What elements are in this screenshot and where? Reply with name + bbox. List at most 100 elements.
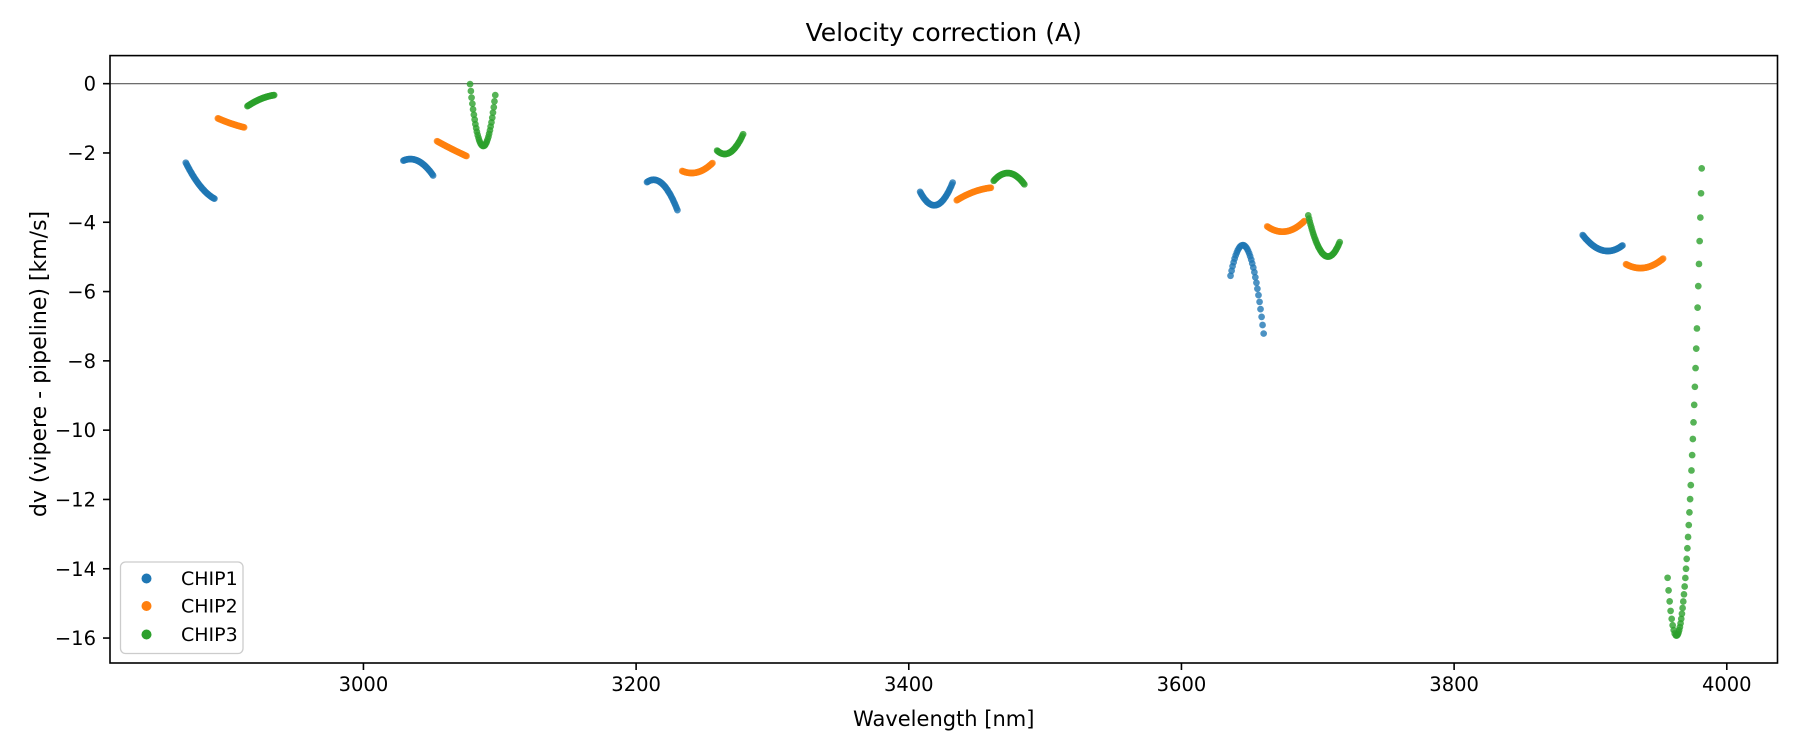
scatter-point-chip3 — [1664, 574, 1671, 582]
scatter-point-chip3 — [1697, 189, 1705, 197]
y-tick-label: −14 — [55, 558, 96, 581]
scatter-point-chip3 — [1689, 435, 1697, 443]
legend-label-chip3: CHIP3 — [181, 624, 238, 646]
scatter-point-chip3 — [1665, 587, 1672, 594]
scatter-point-chip3 — [491, 97, 498, 105]
legend-label-chip2: CHIP2 — [181, 596, 238, 618]
scatter-point-chip3 — [469, 106, 477, 113]
scatter-point-chip3 — [1679, 598, 1687, 605]
scatter-point-chip3 — [466, 80, 474, 88]
series-chip1 — [182, 155, 1626, 337]
y-tick-label: −2 — [67, 142, 96, 165]
scatter-point-chip2 — [1659, 255, 1667, 262]
scatter-point-chip3 — [1666, 598, 1674, 605]
scatter-point-chip3 — [1690, 401, 1698, 409]
scatter-point-chip1 — [211, 195, 218, 203]
y-tick-label: −6 — [67, 281, 96, 304]
scatter-point-chip1 — [1251, 273, 1259, 281]
scatter-point-chip3 — [1685, 521, 1693, 529]
chart-title: Velocity correction (A) — [806, 18, 1082, 47]
scatter-point-chip1 — [949, 179, 957, 186]
scatter-point-chip3 — [1668, 615, 1676, 623]
scatter-point-chip1 — [1251, 268, 1258, 276]
scatter-point-chip2 — [240, 124, 248, 131]
scatter-point-chip1 — [1255, 291, 1262, 299]
x-tick-label: 3800 — [1429, 673, 1479, 696]
scatter-point-chip3 — [1686, 509, 1693, 516]
scatter-point-chip3 — [1684, 544, 1691, 552]
scatter-point-chip3 — [1692, 364, 1699, 372]
legend-marker-chip3 — [141, 629, 152, 640]
scatter-point-chip3 — [1693, 325, 1701, 332]
scatter-point-chip3 — [1681, 574, 1689, 582]
scatter-point-chip3 — [469, 100, 476, 108]
scatter-point-chip3 — [1698, 165, 1706, 172]
y-tick-label: 0 — [84, 73, 96, 96]
y-tick-label: −10 — [55, 419, 96, 442]
scatter-point-chip3 — [1684, 533, 1692, 541]
scatter-point-chip3 — [1680, 590, 1688, 598]
scatter-point-chip3 — [491, 91, 499, 99]
scatter-point-chip3 — [468, 94, 475, 101]
scatter-point-chip1 — [1256, 298, 1263, 306]
x-tick-label: 3400 — [884, 673, 934, 696]
legend-marker-chip2 — [141, 601, 152, 611]
scatter-point-chip3 — [1688, 467, 1695, 474]
y-tick-label: −8 — [67, 350, 96, 373]
scatter-point-chip1 — [1259, 321, 1266, 329]
scatter-point-chip1 — [1254, 285, 1261, 293]
scatter-point-chip1 — [1253, 279, 1260, 287]
scatter-point-chip3 — [1683, 555, 1691, 563]
series-chip3 — [244, 80, 1706, 639]
scatter-point-chip3 — [1692, 345, 1700, 352]
scatter-point-chip3 — [1696, 214, 1704, 221]
axes-spines — [109, 54, 1779, 664]
scatter-point-chip3 — [490, 103, 498, 111]
x-axis-label: Wavelength [nm] — [853, 707, 1034, 731]
scatter-point-chip2 — [463, 152, 470, 160]
scatter-point-chip2 — [709, 159, 716, 167]
series-chip2 — [214, 114, 1667, 272]
x-tick-label: 4000 — [1702, 673, 1752, 696]
x-tick-label: 3200 — [611, 673, 661, 696]
x-tick-label: 3000 — [339, 673, 389, 696]
scatter-point-chip3 — [270, 91, 278, 99]
y-tick-label: −12 — [55, 488, 96, 511]
scatter-point-chip3 — [488, 114, 496, 122]
scatter-point-chip1 — [1257, 305, 1264, 313]
scatter-point-chip2 — [987, 184, 995, 192]
scatter-point-chip3 — [1677, 615, 1685, 623]
scatter-point-chip3 — [1681, 583, 1689, 590]
legend-label-chip1: CHIP1 — [181, 568, 238, 590]
scatter-point-chip1 — [1619, 242, 1626, 249]
y-tick-label: −4 — [67, 211, 96, 234]
scatter-point-chip3 — [1691, 383, 1699, 391]
scatter-point-chip1 — [674, 206, 681, 214]
scatter-point-chip1 — [1258, 313, 1265, 321]
scatter-point-chip3 — [1696, 237, 1703, 245]
legend-marker-chip1 — [141, 573, 152, 584]
x-tick-label: 3600 — [1157, 673, 1207, 696]
scatter-point-chip3 — [1682, 565, 1690, 573]
scatter-point-chip3 — [1679, 604, 1686, 612]
scatter-point-chip3 — [1678, 610, 1686, 618]
scatter-point-chip3 — [1694, 304, 1701, 311]
scatter-point-chip3 — [1021, 180, 1028, 188]
scatter-point-chip3 — [1688, 451, 1696, 459]
scatter-point-chip1 — [1260, 330, 1268, 337]
y-axis-label: dv (vipere - pipeline) [km/s] — [27, 211, 52, 517]
scatter-point-chip3 — [489, 109, 497, 117]
scatter-point-chip3 — [1695, 260, 1703, 268]
scatter-point-chip3 — [1667, 607, 1674, 615]
scatter-point-chip3 — [1687, 481, 1695, 489]
scatter-point-chip3 — [1694, 282, 1702, 290]
y-tick-label: −16 — [55, 627, 96, 650]
scatter-point-chip3 — [1690, 418, 1697, 426]
scatter-point-chip3 — [1336, 238, 1344, 246]
legend-box — [119, 561, 244, 655]
scatter-point-chip3 — [467, 87, 475, 95]
scatter-point-chip1 — [429, 172, 437, 179]
